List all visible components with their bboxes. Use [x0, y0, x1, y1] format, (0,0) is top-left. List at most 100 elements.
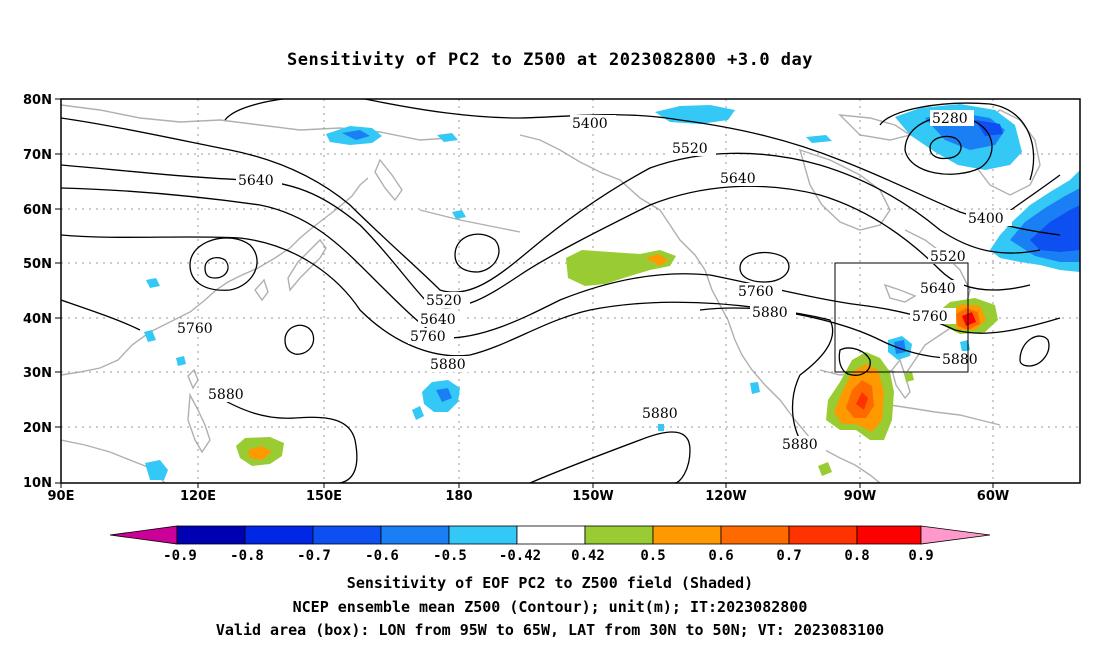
lon-label: 180 [445, 489, 472, 504]
coastline-siberia [61, 104, 451, 141]
colorbar-label: -0.7 [297, 548, 331, 564]
shade-orange-pacific [646, 254, 668, 266]
contour-label: 5640 [920, 281, 956, 297]
colorbar-left-triangle [109, 525, 178, 545]
contour-5880-small-2 [1019, 335, 1050, 367]
coastline-na-west [704, 269, 826, 451]
colorbar-label: 0.5 [640, 548, 665, 564]
shade-red-caribbean [856, 392, 868, 410]
lon-label: 150W [572, 489, 613, 504]
coastline-great-lakes [883, 283, 917, 303]
colorbar-label: 0.8 [844, 548, 869, 564]
colorbar-segment [244, 525, 314, 545]
colorbar-segment [176, 525, 246, 545]
lon-label: 120W [705, 489, 746, 504]
coastline-hudson-bay [798, 148, 891, 231]
coastline-asia-east [61, 177, 369, 376]
map-title: Sensitivity of PC2 to Z500 at 2023082800… [286, 50, 813, 70]
lat-label: 20N [23, 421, 52, 436]
shade-blue-arctic-1-core [342, 130, 370, 140]
contour-5760-small-2 [204, 257, 229, 279]
contour-label: 5880 [942, 352, 978, 368]
valid-area-box [834, 262, 969, 373]
shade-blue-gulf-core [894, 340, 906, 354]
contour-label: 5520 [426, 293, 462, 309]
contour-5880-small-1 [284, 324, 315, 355]
coastline-philippines [187, 392, 211, 454]
contour-label: 5400 [968, 211, 1004, 227]
caption-line-3: Valid area (box): LON from 95W to 65W, L… [215, 621, 885, 639]
shade-blue-arctic-3 [437, 133, 458, 142]
caption-line-2: NCEP ensemble mean Z500 (Contour); unit(… [292, 598, 808, 616]
lon-label: 60W [977, 489, 1009, 504]
lon-label: 150E [306, 489, 342, 504]
shade-red-atlantic [962, 312, 976, 326]
colorbar-label: -0.9 [163, 548, 197, 564]
colorbar-label: 0.9 [908, 548, 933, 564]
shade-green-pac-small [818, 462, 832, 476]
positive-sensitivity-shading [236, 250, 998, 476]
contour-far-east [61, 299, 141, 331]
contour-5280-inner [929, 135, 962, 160]
contour-label: 5760 [410, 329, 446, 345]
coastline-japan [287, 238, 327, 292]
coastline-kamchatka [374, 158, 403, 202]
shade-blue-pacific-1-core [436, 388, 452, 402]
colorbar-segment [516, 525, 586, 545]
contour-label: 5880 [642, 406, 678, 422]
colorbar-right-triangle [920, 525, 991, 545]
lon-label: 90E [48, 489, 75, 504]
colorbar-label: 0.42 [571, 548, 605, 564]
colorbar-segment [652, 525, 722, 545]
colorbar [109, 525, 991, 545]
contour-label: 5400 [572, 116, 608, 132]
lat-label: 40N [23, 312, 52, 327]
shade-blue-greenland-core [975, 120, 1003, 136]
shade-orange-asia [248, 446, 272, 460]
latitude-labels: 80N 70N 60N 50N 40N 30N 20N 10N [23, 93, 52, 491]
contour-label: 5640 [238, 173, 274, 189]
contour-label: 5760 [738, 284, 774, 300]
coastline-central-america [824, 449, 881, 483]
colorbar-label: -0.6 [365, 548, 399, 564]
contour-5880 [61, 234, 971, 360]
contour-label: 5760 [912, 309, 948, 325]
colorbar-segment [380, 525, 450, 545]
colorbar-label: -0.42 [499, 548, 541, 564]
shade-blue-asia-3 [144, 330, 156, 342]
lon-label: 120E [180, 489, 216, 504]
lat-label: 60N [23, 203, 52, 218]
contour-5880-caribbean [838, 347, 871, 376]
contour-5880-east [529, 431, 691, 483]
longitude-labels: 90E 120E 150E 180 150W 120W 90W 60W [48, 489, 1010, 504]
colorbar-labels: -0.9 -0.8 -0.7 -0.6 -0.5 -0.42 0.42 0.5 … [163, 548, 934, 564]
map-area [61, 99, 1080, 483]
contour-label: 5280 [932, 111, 968, 127]
shade-blue-atlantic-core [1030, 205, 1080, 252]
caption-line-1: Sensitivity of EOF PC2 to Z500 field (Sh… [346, 574, 754, 592]
lat-label: 70N [23, 148, 52, 163]
coastline-korea [254, 278, 269, 302]
shade-green-pac-small-2 [904, 372, 914, 382]
colorbar-segment [584, 525, 654, 545]
colorbar-segment [720, 525, 790, 545]
lat-label: 80N [23, 93, 52, 108]
contour-5760-small-3 [454, 233, 500, 273]
colorbar-label: 0.6 [708, 548, 733, 564]
contour-label: 5520 [930, 249, 966, 265]
contour-5760-small-4 [739, 251, 790, 283]
contour-label: 5520 [672, 141, 708, 157]
contour-5880-south [214, 394, 358, 483]
contour-labels: 5400 5280 5520 5640 5640 5400 5520 5640 … [175, 110, 1012, 453]
contour-label: 5880 [430, 357, 466, 373]
contour-label: 5880 [208, 387, 244, 403]
coastline-aleutians [419, 209, 521, 233]
shade-blue-arctic-4 [806, 135, 832, 143]
contour-5280-low [904, 115, 993, 175]
lat-label: 50N [23, 257, 52, 272]
shade-blue-pacific-4 [176, 356, 186, 366]
contour-5520 [61, 117, 1041, 293]
contour-label: 5880 [752, 305, 788, 321]
shade-blue-asia-2 [146, 278, 160, 288]
contour-label: 5880 [782, 437, 818, 453]
